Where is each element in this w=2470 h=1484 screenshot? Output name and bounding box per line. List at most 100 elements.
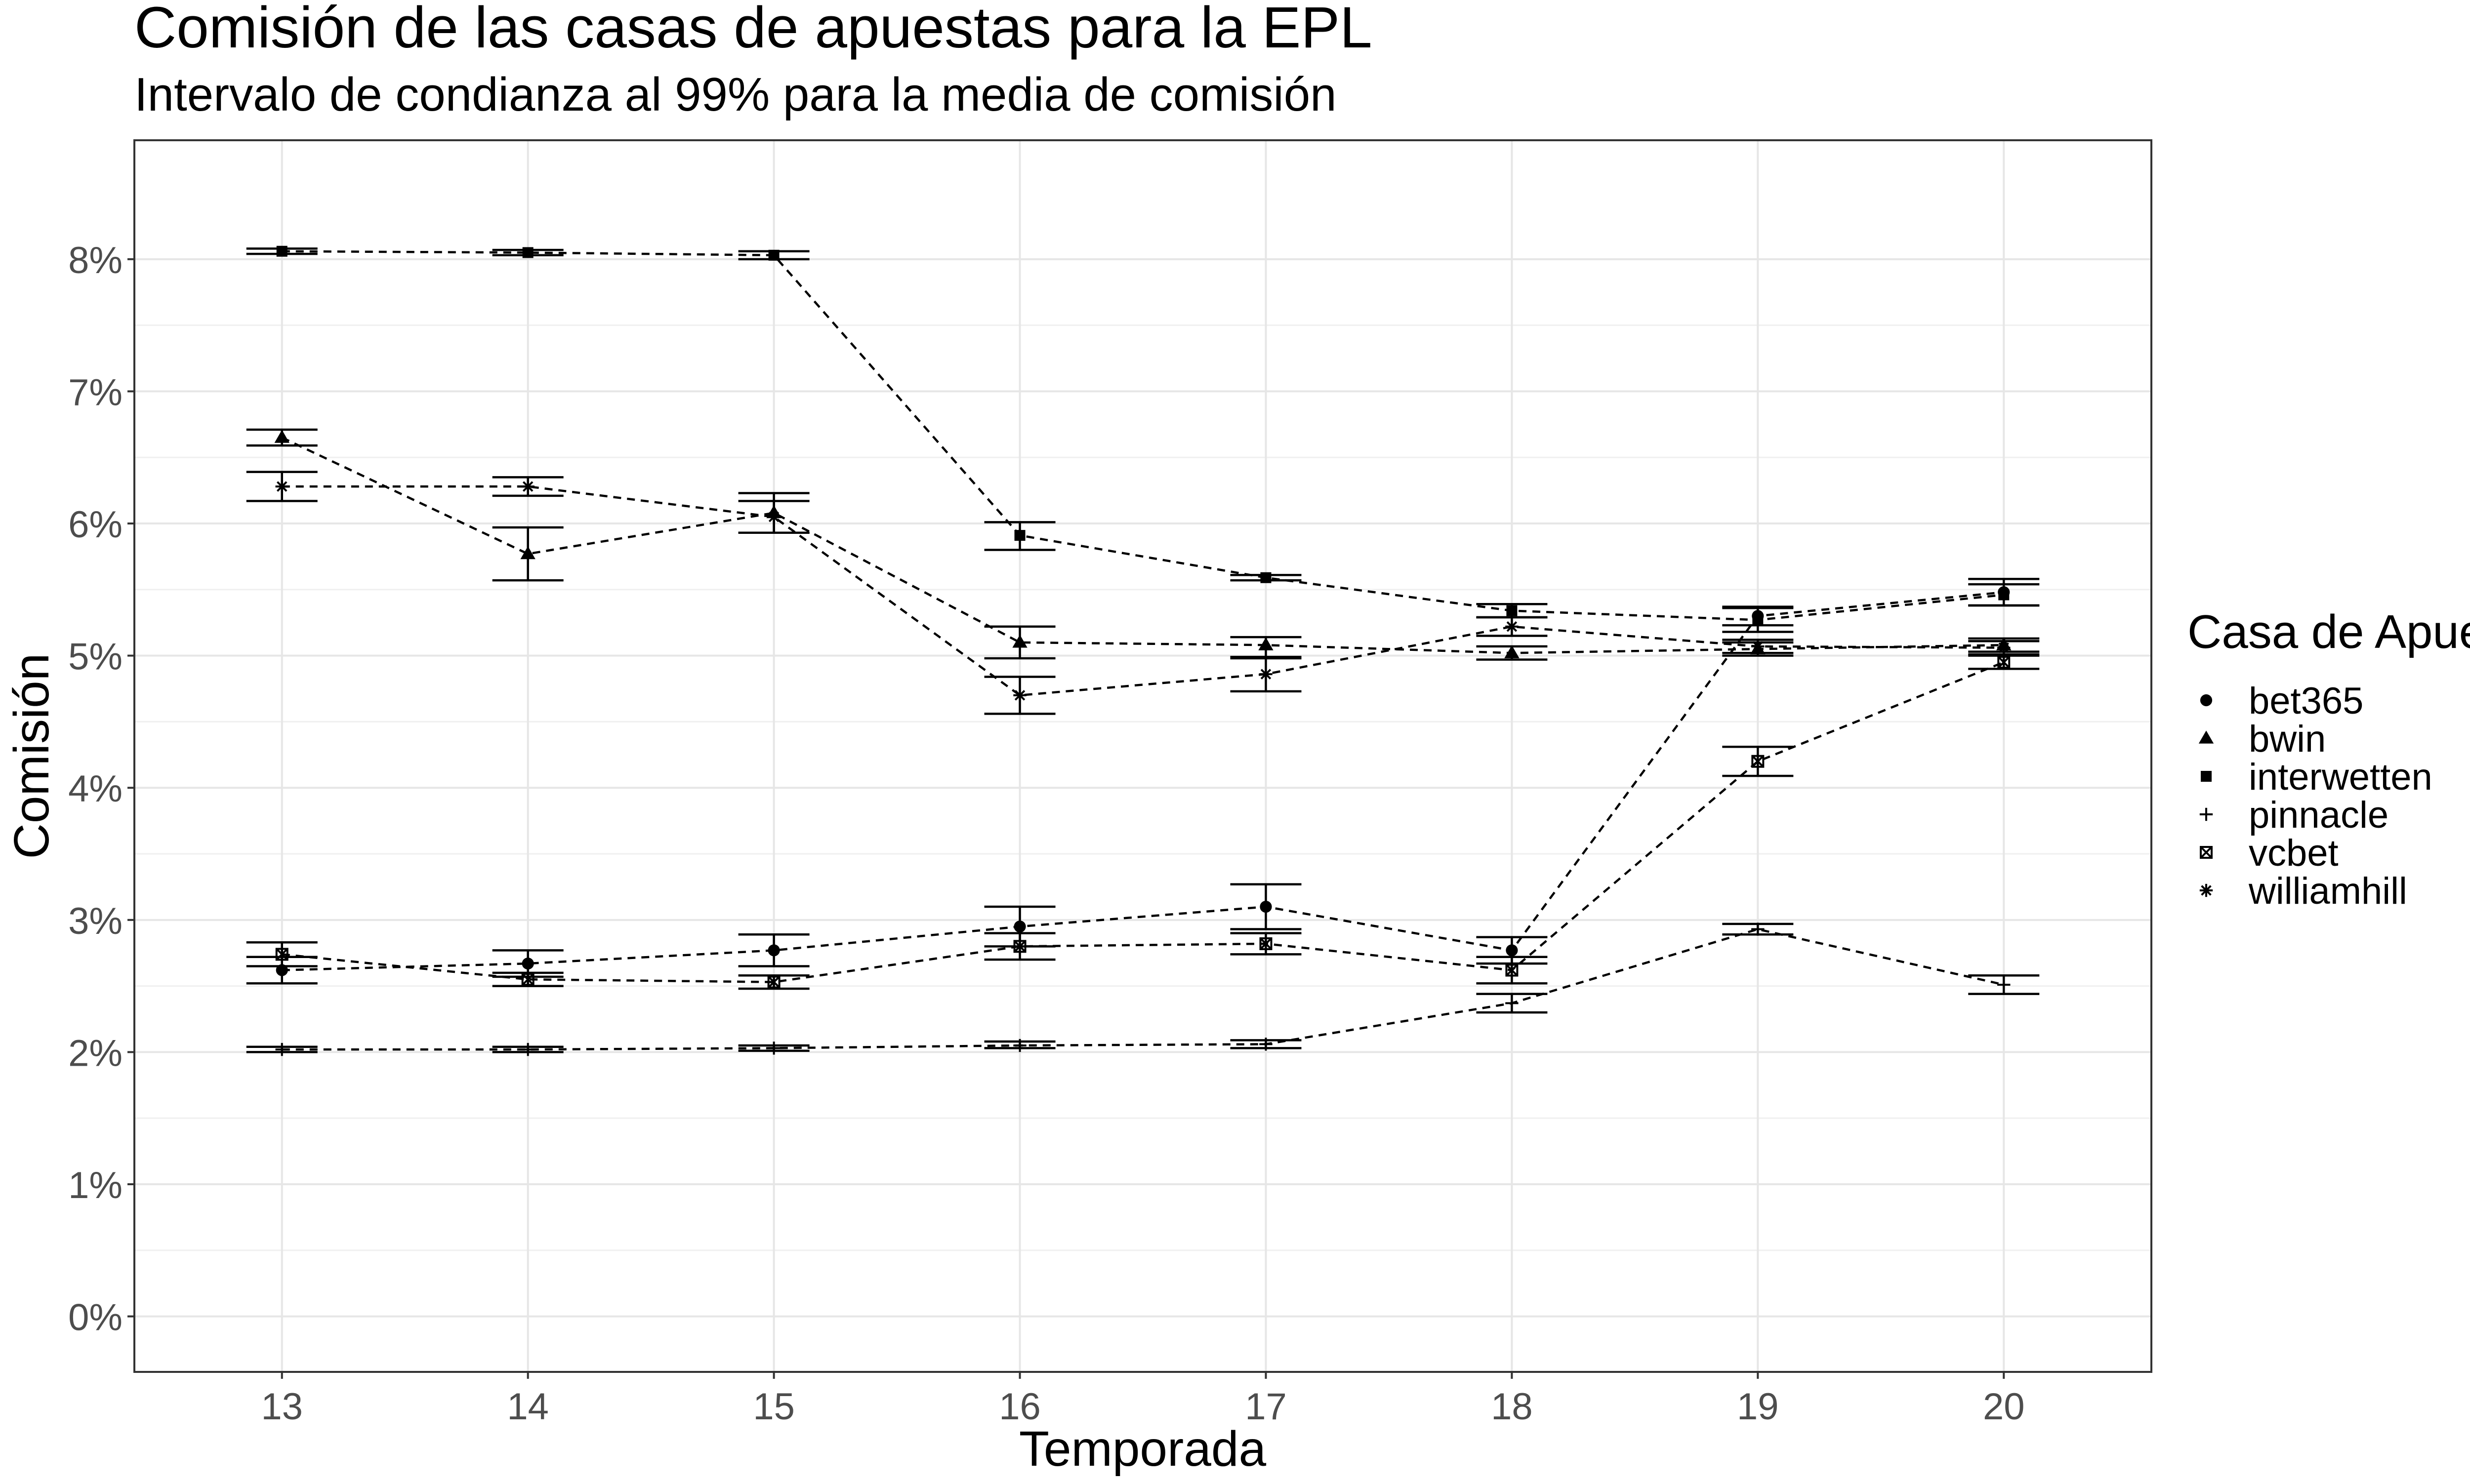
legend: Casa de Apuesta bet365bwininterwettenpin… bbox=[2187, 605, 2470, 912]
data-point-bwin bbox=[274, 430, 289, 443]
data-point-interwetten-shape bbox=[522, 247, 534, 258]
legend-key-williamhill-shape-ray bbox=[2201, 885, 2212, 896]
data-point-bwin-shape bbox=[1504, 645, 1520, 658]
data-point-vcbet bbox=[275, 948, 288, 961]
x-tick-label: 18 bbox=[1491, 1386, 1533, 1428]
legend-key-bet365 bbox=[2200, 694, 2213, 707]
data-point-interwetten bbox=[1506, 605, 1518, 616]
data-point-bet365-shape bbox=[1260, 900, 1272, 913]
data-point-interwetten bbox=[1998, 589, 2010, 601]
markers-interwetten bbox=[276, 245, 2010, 626]
legend-key-vcbet-shape-box bbox=[2200, 846, 2213, 859]
x-tick-label: 16 bbox=[999, 1386, 1041, 1428]
data-point-pinnacle bbox=[1505, 997, 1519, 1010]
data-point-interwetten bbox=[276, 245, 288, 257]
legend-label-bwin: bwin bbox=[2249, 718, 2326, 760]
data-point-vcbet-shape-box bbox=[1259, 937, 1273, 950]
legend-key-bwin-shape bbox=[2198, 730, 2214, 744]
data-point-interwetten-shape bbox=[276, 245, 288, 257]
legend-key-williamhill bbox=[2199, 883, 2213, 897]
data-point-williamhill bbox=[767, 510, 781, 523]
data-point-bet365 bbox=[522, 958, 534, 970]
data-point-bet365 bbox=[1260, 900, 1272, 913]
x-tick-label: 13 bbox=[261, 1386, 303, 1428]
data-point-pinnacle bbox=[1259, 1038, 1273, 1051]
data-point-bwin-shape bbox=[1258, 637, 1274, 650]
data-point-bet365 bbox=[276, 964, 288, 976]
data-point-interwetten-shape bbox=[768, 249, 780, 261]
series-bet365 bbox=[282, 591, 2004, 971]
data-point-interwetten bbox=[1752, 614, 1764, 626]
data-point-williamhill-shape-ray bbox=[522, 481, 534, 492]
data-point-bet365 bbox=[1014, 921, 1026, 933]
series-line-pinnacle bbox=[282, 928, 2004, 1051]
data-point-williamhill-shape-ray bbox=[1752, 641, 1764, 652]
data-point-pinnacle bbox=[275, 1043, 288, 1056]
y-tick-label: 2% bbox=[68, 1032, 123, 1074]
data-point-vcbet bbox=[1259, 937, 1273, 950]
data-point-bet365-shape bbox=[1506, 944, 1518, 957]
y-tick-label: 1% bbox=[68, 1164, 123, 1206]
x-axis-label: Temporada bbox=[1019, 1421, 1267, 1477]
legend-title: Casa de Apuesta bbox=[2187, 605, 2470, 658]
data-point-vcbet-shape-d2 bbox=[1260, 937, 1272, 950]
series-line-interwetten bbox=[282, 250, 2004, 621]
data-point-williamhill-shape-ray bbox=[1506, 621, 1518, 632]
data-point-williamhill bbox=[1997, 641, 2011, 654]
data-point-interwetten-shape bbox=[1506, 605, 1518, 616]
data-point-bwin bbox=[520, 546, 535, 560]
x-tick-label: 19 bbox=[1737, 1386, 1779, 1428]
markers-layer bbox=[274, 245, 2012, 1056]
series-line-vcbet bbox=[282, 661, 2005, 983]
data-point-williamhill-shape-ray bbox=[277, 481, 288, 492]
legend-item-pinnacle: pinnacle bbox=[2199, 794, 2388, 836]
legend-item-bwin: bwin bbox=[2198, 718, 2326, 760]
data-point-williamhill bbox=[1013, 688, 1027, 702]
data-point-interwetten bbox=[768, 249, 780, 261]
data-point-williamhill-shape-ray bbox=[1014, 690, 1026, 701]
data-point-bwin bbox=[1012, 635, 1028, 648]
data-point-vcbet-shape-d2 bbox=[522, 973, 535, 986]
legend-key-vcbet bbox=[2200, 846, 2213, 859]
data-point-vcbet-shape-box bbox=[1997, 656, 2011, 669]
legend-key-bwin bbox=[2198, 730, 2214, 744]
data-point-pinnacle bbox=[1751, 922, 1765, 936]
data-point-interwetten-shape bbox=[1260, 572, 1272, 583]
data-point-vcbet-shape-box bbox=[1505, 963, 1519, 977]
legend-item-williamhill: williamhill bbox=[2199, 870, 2407, 912]
data-point-williamhill bbox=[1505, 620, 1519, 633]
y-tick-label: 5% bbox=[68, 636, 123, 678]
data-point-williamhill bbox=[521, 480, 535, 493]
y-tick-label: 3% bbox=[68, 900, 123, 942]
data-point-interwetten-shape bbox=[1752, 614, 1764, 626]
data-point-vcbet bbox=[1505, 963, 1519, 977]
data-point-bet365 bbox=[768, 944, 780, 957]
data-point-vcbet-shape-box bbox=[521, 973, 535, 986]
data-point-bwin-shape bbox=[520, 546, 535, 560]
chart-subtitle: Intervalo de condianza al 99% para la me… bbox=[134, 68, 1336, 121]
series-lines-layer bbox=[281, 250, 2005, 1051]
y-tick-label: 7% bbox=[68, 371, 123, 413]
legend-label-williamhill: williamhill bbox=[2248, 870, 2407, 912]
legend-key-vcbet-shape-d2 bbox=[2200, 846, 2213, 859]
y-tick-label: 0% bbox=[68, 1297, 123, 1339]
data-point-vcbet-shape-d2 bbox=[1505, 964, 1518, 976]
data-point-interwetten-shape bbox=[1014, 530, 1026, 541]
y-tick-label: 6% bbox=[68, 504, 123, 546]
data-point-vcbet-shape-box bbox=[767, 975, 781, 989]
data-point-pinnacle bbox=[1013, 1039, 1027, 1052]
legend-key-bet365-shape bbox=[2200, 694, 2213, 707]
data-point-pinnacle bbox=[521, 1043, 535, 1056]
data-point-williamhill bbox=[1751, 640, 1765, 653]
legend-items: bet365bwininterwettenpinnaclevcbetwillia… bbox=[2198, 680, 2432, 912]
legend-label-interwetten: interwetten bbox=[2249, 756, 2432, 798]
series-line-bwin bbox=[281, 437, 2004, 654]
y-axis-label: Comisión bbox=[4, 653, 59, 859]
legend-item-vcbet: vcbet bbox=[2200, 832, 2339, 874]
series-vcbet bbox=[282, 661, 2005, 983]
legend-key-interwetten bbox=[2201, 771, 2212, 782]
series-bwin bbox=[281, 437, 2004, 654]
